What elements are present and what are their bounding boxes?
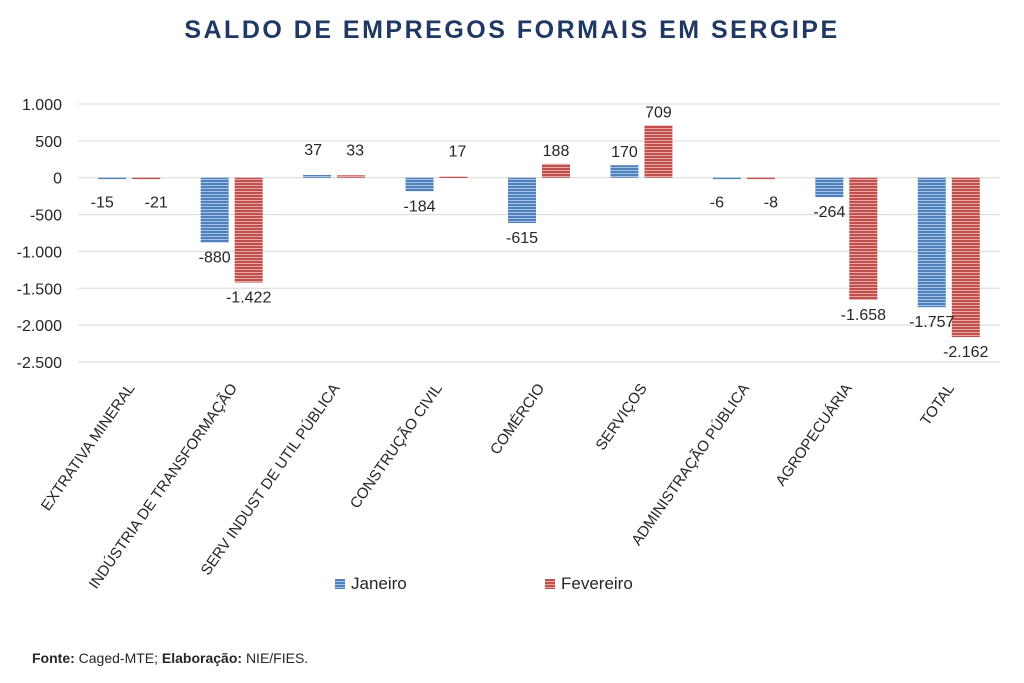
y-tick-label: -1.500 — [17, 281, 62, 298]
legend-label-janeiro: Janeiro — [351, 574, 407, 593]
data-label: -264 — [813, 204, 845, 221]
x-tick-label: TOTAL — [917, 381, 958, 429]
bar-fevereiro — [849, 177, 878, 300]
bar-fevereiro — [542, 163, 570, 178]
legend: Janeiro Fevereiro — [0, 574, 1024, 598]
data-label: -880 — [199, 250, 231, 267]
data-label: -8 — [764, 195, 778, 212]
credit-label: Elaboração: — [161, 650, 243, 666]
bar-janeiro — [200, 177, 229, 243]
data-label: 37 — [304, 142, 322, 159]
y-tick-label: 1.000 — [22, 97, 62, 114]
data-label: -2.162 — [943, 344, 988, 361]
legend-swatch-janeiro — [335, 579, 345, 589]
source-value: Caged-MTE; — [78, 650, 159, 666]
source-label: Fonte: — [32, 650, 75, 666]
x-tick-label: CONSTRUÇÃO CIVIL — [347, 381, 446, 512]
data-label: -6 — [710, 195, 724, 212]
data-label: -184 — [404, 198, 436, 215]
data-label: -615 — [506, 230, 538, 247]
data-label: -1.658 — [841, 307, 886, 324]
data-label: -21 — [145, 195, 168, 212]
data-label: 709 — [645, 104, 672, 121]
legend-item-janeiro: Janeiro — [335, 574, 407, 594]
bar-janeiro — [303, 174, 332, 178]
y-tick-label: -2.500 — [17, 355, 62, 372]
data-label: -15 — [91, 195, 114, 212]
bar-janeiro — [508, 177, 536, 224]
bar-janeiro — [917, 177, 946, 308]
bar-fevereiro — [746, 177, 775, 180]
source-footer: Fonte: Caged-MTE; Elaboração: NIE/FIES. — [32, 650, 308, 666]
bar-janeiro — [815, 177, 844, 198]
x-tick-label: ADMINISTRAÇÃO PÚBLICA — [628, 381, 753, 549]
y-tick-label: -2.000 — [17, 318, 62, 335]
bar-fevereiro — [234, 177, 263, 283]
bar-fevereiro — [644, 125, 673, 178]
credit-value: NIE/FIES. — [245, 650, 309, 666]
data-label: 188 — [543, 143, 570, 160]
x-tick-label: EXTRATIVA MINERAL — [38, 381, 139, 515]
y-tick-label: 500 — [35, 134, 62, 151]
y-tick-label: 0 — [53, 171, 62, 188]
bar-janeiro — [610, 165, 639, 178]
chart-title: SALDO DE EMPREGOS FORMAIS EM SERGIPE — [184, 16, 840, 44]
bar-fevereiro — [951, 177, 980, 338]
x-tick-label: COMÉRCIO — [487, 381, 548, 458]
x-tick-label: AGROPECUÁRIA — [772, 381, 855, 490]
bar-fevereiro — [337, 175, 366, 178]
legend-item-fevereiro: Fevereiro — [545, 574, 633, 594]
bar-janeiro — [98, 177, 127, 180]
x-tick-label: SERVIÇOS — [592, 381, 650, 454]
bar-janeiro — [405, 177, 434, 192]
legend-label-fevereiro: Fevereiro — [561, 574, 633, 593]
data-label: -1.757 — [909, 314, 954, 331]
legend-swatch-fevereiro — [545, 579, 555, 589]
data-label: 33 — [346, 142, 364, 159]
bar-fevereiro — [439, 176, 468, 178]
y-tick-label: -500 — [30, 208, 62, 225]
y-tick-label: -1.000 — [17, 244, 62, 261]
bar-fevereiro — [132, 177, 161, 180]
data-label: 17 — [449, 143, 467, 160]
data-label: 170 — [611, 144, 638, 161]
bar-janeiro — [712, 177, 741, 180]
data-label: -1.422 — [226, 290, 271, 307]
